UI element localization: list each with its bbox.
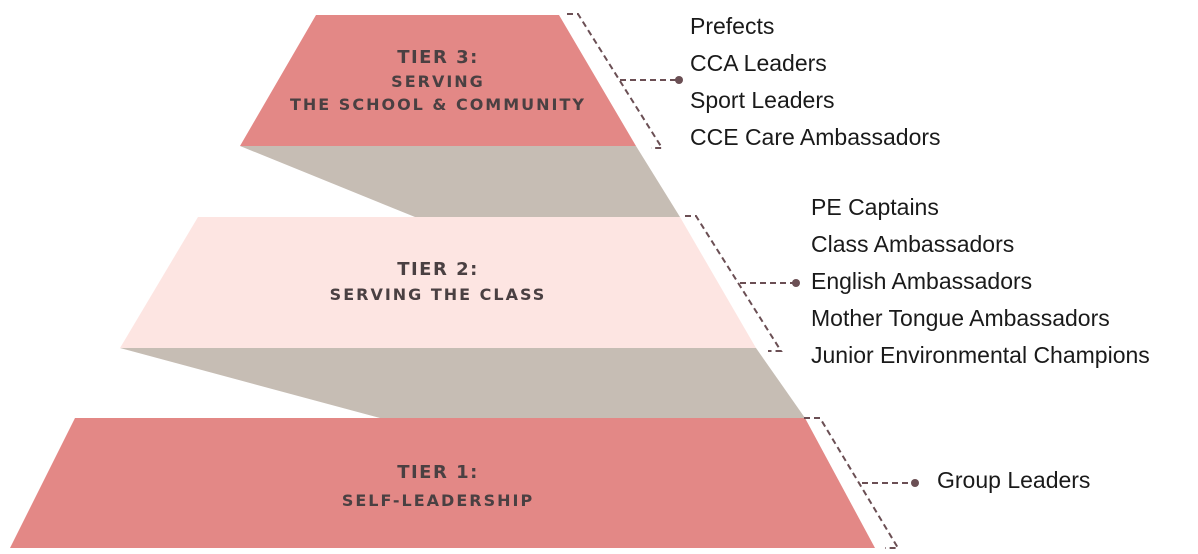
tier-2-leader-dot — [792, 279, 800, 287]
tier-3-leader-dot — [675, 76, 683, 84]
tier-2-role-list: PE Captains Class Ambassadors English Am… — [811, 189, 1150, 374]
tier-1-subtitle: SELF-LEADERSHIP — [342, 491, 534, 510]
tier-2-title: TIER 2: — [397, 259, 479, 280]
role-item: CCA Leaders — [690, 50, 827, 76]
role-item: English Ambassadors — [811, 268, 1033, 294]
connector-tier2-tier1 — [120, 348, 805, 418]
tier-2-bracket — [685, 215, 783, 352]
role-item: Sport Leaders — [690, 87, 835, 113]
tier-3-role-list: Prefects CCA Leaders Sport Leaders CCE C… — [690, 8, 941, 156]
tier-3-subtitle-line2: THE SCHOOL & COMMUNITY — [290, 95, 586, 114]
role-item: Mother Tongue Ambassadors — [811, 305, 1110, 331]
tier-2-trapezoid — [120, 217, 756, 348]
role-item: Prefects — [690, 13, 775, 39]
role-item: Group Leaders — [937, 467, 1091, 493]
role-item: CCE Care Ambassadors — [690, 124, 941, 150]
role-item: PE Captains — [811, 194, 939, 220]
tier-1-bracket — [804, 417, 900, 549]
connector-tier3-tier2 — [240, 146, 680, 217]
tier-1-title: TIER 1: — [397, 462, 479, 483]
tier-3-trapezoid — [240, 15, 636, 146]
role-item: Class Ambassadors — [811, 231, 1015, 257]
tier-1-trapezoid — [10, 418, 875, 548]
tier-2-subtitle: SERVING THE CLASS — [330, 285, 547, 304]
tier-1-role-list: Group Leaders — [937, 462, 1090, 499]
tier-1-leader-dot — [911, 479, 919, 487]
tier-3-subtitle-line1: SERVING — [391, 72, 485, 91]
tier-3-title: TIER 3: — [397, 47, 479, 68]
role-item: Junior Environmental Champions — [811, 342, 1150, 368]
